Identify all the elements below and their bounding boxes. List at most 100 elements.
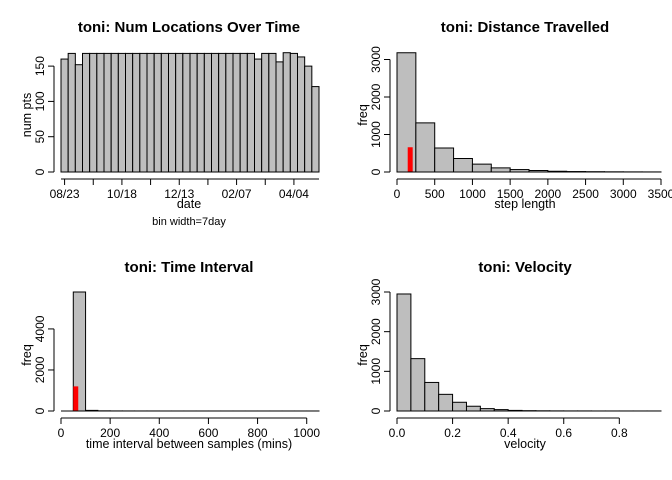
histogram-bar (146, 52, 155, 173)
histogram-bar (153, 52, 162, 173)
histogram-bar (304, 65, 313, 173)
x-tick-label: 08/23 (50, 187, 80, 201)
histogram-bars (61, 291, 320, 412)
y-tick-label: 2000 (33, 356, 47, 383)
histogram-bar (160, 52, 169, 173)
y-axis-label: freq (20, 344, 34, 366)
x-tick-label: 10/18 (107, 187, 137, 201)
x-axis: 0 500 1000 1500 2000 2500 3000 3500 (394, 178, 672, 201)
y-tick-label: 4000 (33, 315, 47, 342)
y-axis-label: freq (356, 104, 370, 126)
chart-title: toni: Velocity (478, 259, 572, 276)
histogram-bar (67, 52, 76, 173)
y-axis: 0 1000 2000 3000 (369, 278, 391, 414)
histogram-bar (225, 52, 234, 173)
y-tick-label: 0 (33, 407, 47, 414)
x-tick-label: 2000 (535, 187, 562, 201)
histogram-bars (396, 52, 662, 173)
y-tick-label: 150 (33, 56, 47, 76)
histogram-bar (74, 64, 84, 173)
x-tick-label: 400 (149, 426, 169, 440)
histogram-bar (415, 122, 436, 173)
histogram-bar (452, 401, 467, 412)
histogram-bar (96, 52, 105, 173)
histogram-bar (465, 405, 481, 412)
x-tick-label: 800 (248, 426, 268, 440)
histogram-bar (453, 158, 473, 173)
x-tick-label: 200 (100, 426, 120, 440)
histogram-bar (424, 381, 440, 412)
x-tick-label: 0.0 (389, 426, 406, 440)
y-axis: 0 50 100 150 (33, 56, 55, 175)
histogram-bar (203, 52, 212, 173)
histogram-bar (396, 293, 412, 412)
x-tick-label: 0.2 (444, 426, 461, 440)
histogram-bar (168, 52, 177, 173)
histogram-bar (117, 52, 127, 173)
histogram-bar (246, 52, 255, 173)
histogram-bar (396, 52, 417, 173)
histogram-bar (175, 52, 184, 173)
histogram-bar (311, 86, 320, 173)
y-tick-label: 0 (369, 407, 383, 414)
panel-distance-travelled: toni: Distance Travelled 0 500 1000 1500 200… (356, 19, 672, 211)
histogram-bar (189, 52, 198, 173)
x-tick-label: 02/07 (222, 187, 252, 201)
histogram-bar (254, 58, 263, 173)
histogram-bar (282, 52, 291, 173)
histogram-bar (289, 52, 299, 173)
y-tick-label: 50 (33, 130, 47, 144)
histogram-bar (297, 56, 306, 173)
chart-title: toni: Distance Travelled (441, 19, 609, 36)
y-axis: 0 1000 2000 3000 (369, 46, 391, 175)
x-tick-label: 0.6 (555, 426, 572, 440)
x-tick-label: 2500 (572, 187, 599, 201)
panel-num-locations: toni: Num Locations Over Time 08/23 10/18… (20, 19, 320, 228)
histogram-bar (268, 52, 277, 173)
histogram-bar (89, 52, 98, 173)
y-tick-label: 2000 (369, 318, 383, 345)
x-tick-label: 12/13 (164, 187, 194, 201)
histogram-bar (275, 61, 284, 173)
x-axis-label: velocity (504, 437, 546, 451)
histogram-bars (396, 293, 662, 412)
histogram-bar (211, 52, 220, 173)
x-tick-label: 04/04 (279, 187, 309, 201)
histogram-bar (218, 52, 227, 173)
x-tick-label: 3500 (648, 187, 672, 201)
y-tick-label: 0 (33, 168, 47, 175)
panel-velocity: toni: Velocity 0.0 0.2 0.4 0.6 0.8 0 1000 2000… (356, 259, 662, 451)
y-tick-label: 3000 (369, 46, 383, 73)
x-axis-label: step length (494, 197, 555, 211)
chart-title: toni: Time Interval (125, 259, 254, 276)
x-axis: 0.0 0.2 0.4 0.6 0.8 (389, 417, 628, 440)
x-tick-label: 3000 (610, 187, 637, 201)
histogram-bar (434, 147, 455, 173)
histogram-bar (182, 52, 191, 173)
histogram-bar (490, 167, 511, 173)
histogram-bar (239, 52, 248, 173)
histogram-bar (125, 52, 134, 173)
histogram-bar (103, 52, 112, 173)
histogram-bar (410, 358, 426, 412)
x-tick-label: 0 (58, 426, 65, 440)
y-tick-label: 100 (33, 91, 47, 111)
x-tick-label: 0.8 (611, 426, 628, 440)
histogram-bars (60, 52, 320, 173)
x-axis-label: date (177, 197, 201, 211)
y-axis-label: num pts (20, 93, 34, 137)
y-axis-label: freq (356, 344, 370, 366)
x-tick-label: 0 (394, 187, 401, 201)
bin-width-note: bin width=7day (152, 216, 226, 228)
histogram-bar (82, 52, 91, 173)
histogram-bar (110, 52, 119, 173)
x-tick-label: 600 (198, 426, 218, 440)
histogram-bar (232, 52, 241, 173)
histogram-bar (438, 393, 454, 412)
y-axis: 0 2000 4000 (33, 315, 55, 414)
y-tick-label: 1000 (369, 121, 383, 148)
histogram-bar (261, 52, 270, 173)
x-tick-label: 1000 (293, 426, 320, 440)
y-tick-label: 1000 (369, 358, 383, 385)
